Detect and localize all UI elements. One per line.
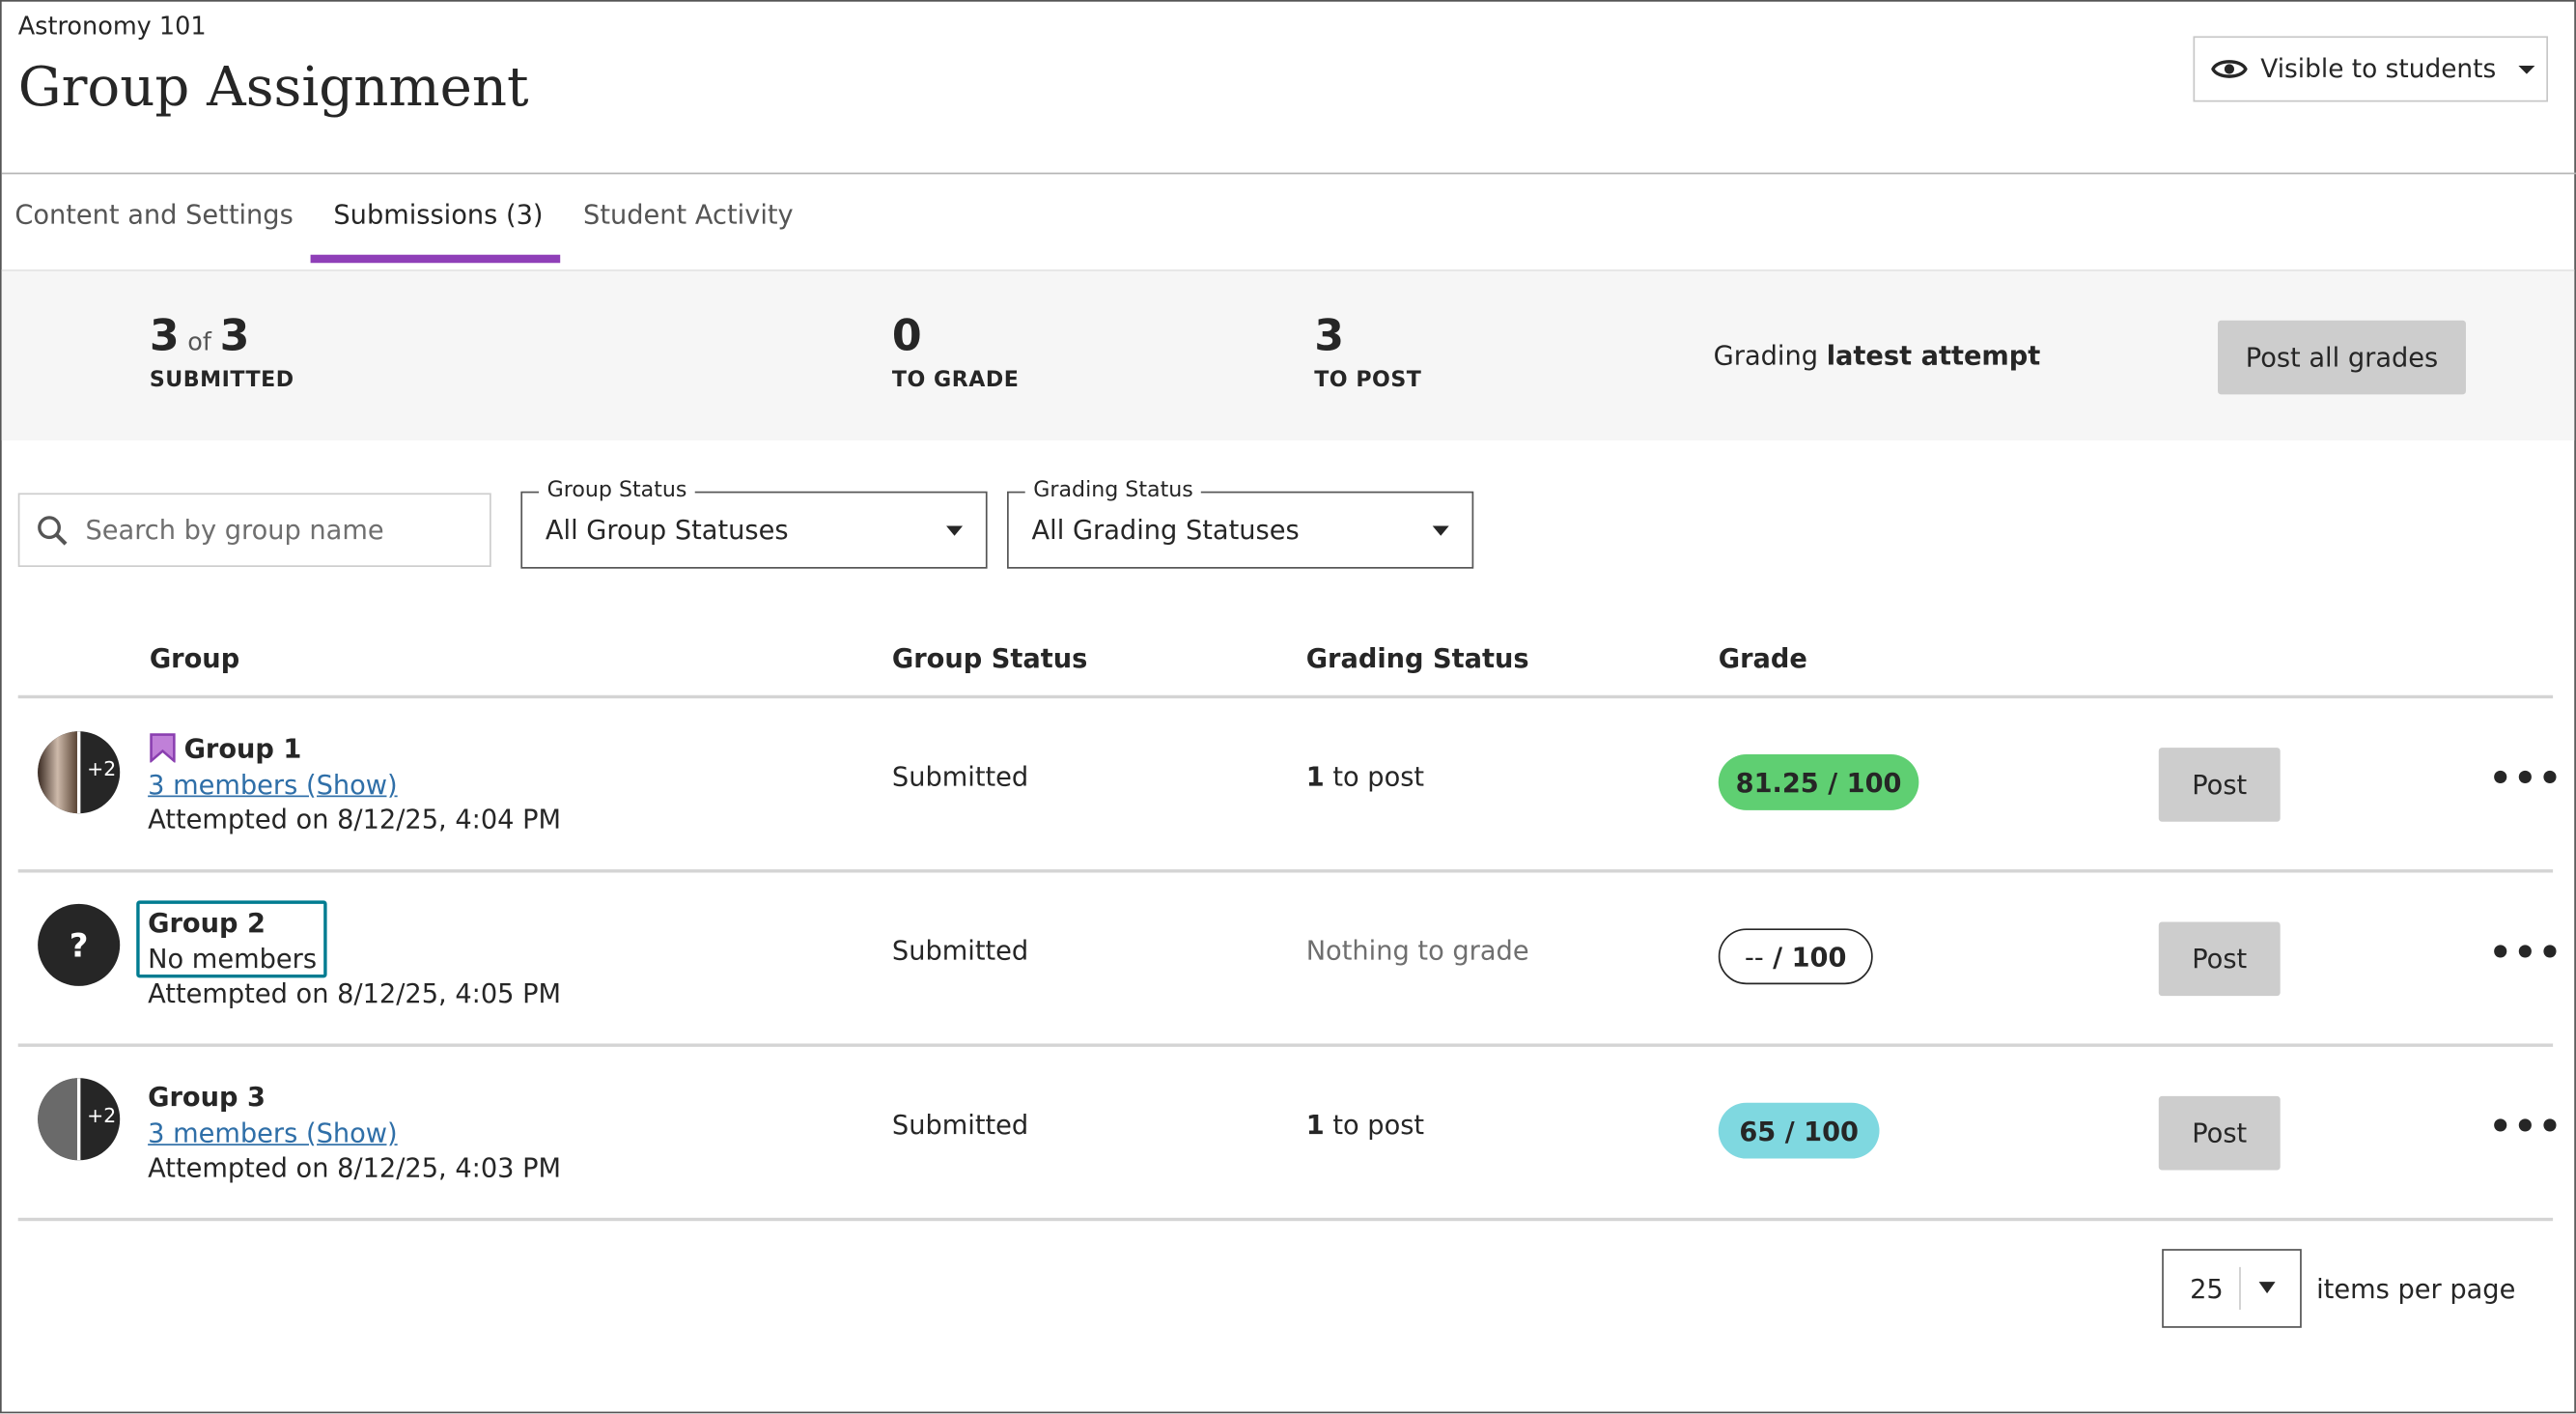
avatar-unknown: ?: [38, 903, 121, 986]
attempt-date: Attempted on 8/12/25, 4:03 PM: [148, 1151, 562, 1184]
attempt-date: Attempted on 8/12/25, 4:04 PM: [148, 804, 562, 835]
bookmark-icon[interactable]: [150, 733, 176, 763]
more-options-icon[interactable]: •••: [2488, 759, 2563, 801]
show-members-link[interactable]: 3 members (Show): [148, 769, 398, 801]
avatar-extra-count: +2: [87, 1104, 117, 1128]
attempt-date: Attempted on 8/12/25, 4:05 PM: [148, 977, 562, 1009]
visibility-label: Visible to students: [2260, 54, 2497, 84]
grading-status: 1 to post: [1305, 760, 1425, 793]
submitted-count: 3 of 3: [149, 312, 250, 362]
search-placeholder: Search by group name: [85, 514, 384, 546]
more-options-icon[interactable]: •••: [2488, 1107, 2563, 1149]
grading-status: 1 to post: [1305, 1109, 1425, 1141]
member-photo: [38, 731, 77, 814]
divider: [17, 694, 2554, 699]
tab-student-activity[interactable]: Student Activity: [583, 198, 794, 231]
eye-icon: [2211, 60, 2248, 78]
grade-pill[interactable]: 81.25 / 100: [1718, 753, 1919, 810]
to-post-count: 3: [1314, 312, 1344, 362]
divider: [17, 1217, 2554, 1222]
divider: [17, 869, 2554, 873]
tab-submissions[interactable]: Submissions (3): [333, 198, 544, 231]
focus-ring: [136, 900, 327, 978]
divider: [1, 172, 2576, 175]
column-header-grade[interactable]: Grade: [1718, 642, 1807, 674]
chevron-down-icon: [946, 525, 964, 536]
group-status: Submitted: [891, 935, 1029, 967]
grade-pill[interactable]: -- / 100: [1718, 928, 1873, 985]
avatar: +2: [38, 731, 121, 814]
items-per-page-label: items per page: [2316, 1273, 2516, 1305]
chevron-down-icon: [2519, 65, 2536, 73]
search-input[interactable]: Search by group name: [17, 493, 491, 568]
table-row: ? Group 2 No members Attempted on 8/12/2…: [2, 871, 2576, 1044]
group-status-label: Group Status: [539, 478, 695, 503]
avatar-extra-count: +2: [87, 757, 117, 781]
post-all-grades-button[interactable]: Post all grades: [2218, 320, 2466, 395]
show-members-link[interactable]: 3 members (Show): [148, 1117, 398, 1149]
grading-status: Nothing to grade: [1305, 935, 1529, 967]
group-status: Submitted: [891, 1109, 1029, 1141]
grading-status-value: All Grading Statuses: [1031, 514, 1300, 546]
to-grade-count: 0: [891, 312, 922, 362]
per-page-value: 25: [2190, 1273, 2224, 1305]
group-name: Group 1: [183, 732, 302, 765]
search-icon: [38, 515, 68, 545]
to-post-label: TO POST: [1314, 368, 1422, 393]
grade-pill[interactable]: 65 / 100: [1718, 1102, 1880, 1159]
grading-status-label: Grading Status: [1024, 478, 1202, 503]
post-button[interactable]: Post: [2158, 1095, 2281, 1171]
group-name[interactable]: Group 2: [148, 907, 266, 939]
group-name: Group 3: [148, 1081, 266, 1113]
submission-summary: 3 of 3 SUBMITTED 0 TO GRADE 3 TO POST Gr…: [1, 269, 2575, 441]
submitted-label: SUBMITTED: [149, 368, 294, 393]
items-per-page-select[interactable]: 25: [2162, 1249, 2302, 1328]
grading-mode: Grading latest attempt: [1713, 340, 2041, 372]
table-row: +2 Group 1 3 members (Show) Attempted on…: [2, 696, 2576, 869]
visibility-dropdown[interactable]: Visible to students: [2193, 36, 2549, 102]
post-button[interactable]: Post: [2158, 921, 2281, 997]
more-options-icon[interactable]: •••: [2488, 933, 2563, 975]
course-name: Astronomy 101: [17, 11, 207, 42]
column-header-group[interactable]: Group: [149, 642, 240, 674]
member-count: No members: [148, 943, 318, 975]
table-row: +2 Group 3 3 members (Show) Attempted on…: [2, 1045, 2576, 1218]
column-header-grading-status[interactable]: Grading Status: [1305, 642, 1529, 674]
post-button[interactable]: Post: [2158, 748, 2281, 822]
tab-content-settings[interactable]: Content and Settings: [14, 198, 294, 231]
to-grade-label: TO GRADE: [891, 368, 1020, 393]
divider: [17, 1043, 2554, 1047]
grading-status-select[interactable]: Grading Status All Grading Statuses: [1007, 478, 1474, 569]
group-status-value: All Group Statuses: [545, 514, 789, 546]
group-status: Submitted: [891, 760, 1029, 793]
group-status-select[interactable]: Group Status All Group Statuses: [520, 478, 988, 569]
avatar: +2: [38, 1078, 121, 1161]
member-placeholder-photo: [38, 1078, 77, 1161]
column-header-group-status[interactable]: Group Status: [891, 642, 1088, 674]
chevron-down-icon: [1432, 525, 1449, 536]
active-tab-indicator: [310, 254, 561, 264]
chevron-down-icon: [2258, 1282, 2276, 1294]
page-title: Group Assignment: [17, 54, 529, 119]
